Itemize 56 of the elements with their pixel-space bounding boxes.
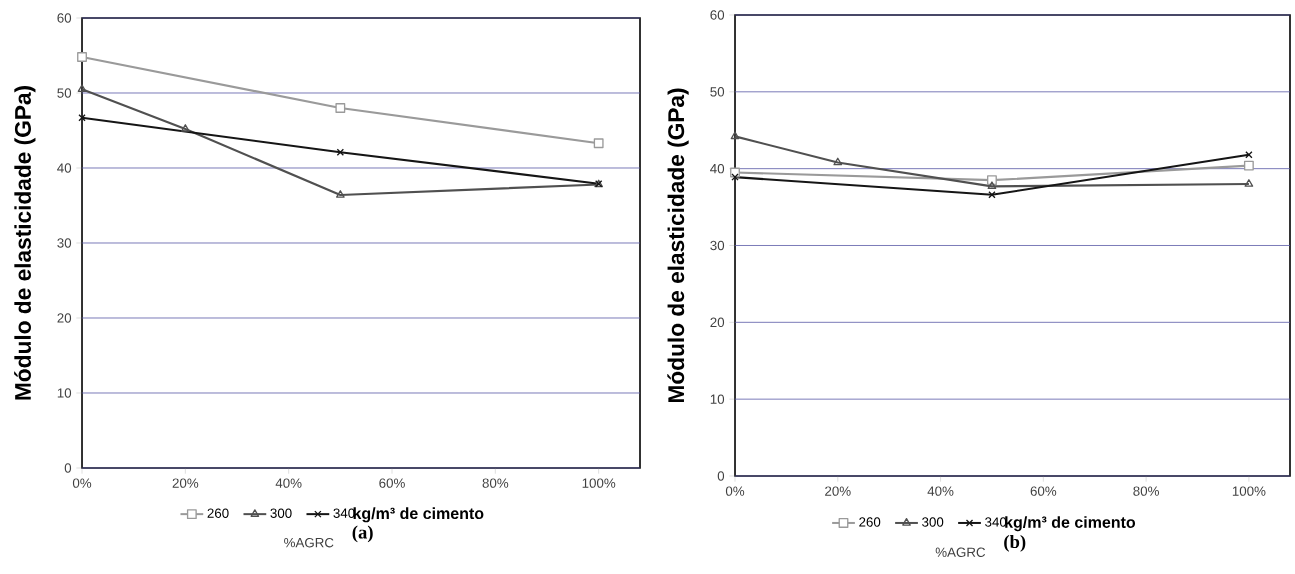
text: (a) <box>352 525 373 543</box>
legend-label: 260 <box>207 508 229 518</box>
y-tick-label: 60 <box>710 10 725 20</box>
x-tick-label: 0% <box>72 478 92 488</box>
x-tick-label: 80% <box>1133 486 1159 496</box>
point <box>336 148 345 156</box>
legend-title: kg/m³ de cimento <box>353 507 484 523</box>
point <box>1244 179 1254 187</box>
x-axis-title: %AGRC <box>935 547 986 557</box>
point <box>180 124 190 132</box>
y-tick-label: 40 <box>710 163 725 174</box>
point <box>988 191 996 199</box>
x-tick-label: 20% <box>172 478 199 488</box>
legend-label: 340 <box>985 517 1007 527</box>
x-tick-label: 40% <box>927 486 954 496</box>
y-tick-label: 10 <box>57 388 72 398</box>
point <box>77 52 87 62</box>
x-tick-label: 60% <box>379 478 405 488</box>
x-tick-label: 40% <box>275 478 302 488</box>
point <box>833 157 843 166</box>
x-tick-label: 100% <box>1232 486 1266 496</box>
point <box>731 173 739 181</box>
y-tick-label: 20 <box>57 313 72 323</box>
y-tick-label: 20 <box>710 317 725 328</box>
y-tick-label: 0 <box>64 463 72 473</box>
text: (b) <box>1004 534 1026 552</box>
point <box>77 84 87 93</box>
y-tick-label: 0 <box>717 471 725 481</box>
point <box>335 190 345 198</box>
point <box>1245 151 1253 159</box>
legend-label: 300 <box>922 517 944 527</box>
y-axis-title: Módulo de elasticidade (GPa) <box>667 88 689 403</box>
point <box>78 114 86 122</box>
legend-label: 300 <box>270 508 292 518</box>
y-tick-label: 50 <box>710 87 725 97</box>
x-tick-label: 0% <box>725 486 745 496</box>
y-tick-label: 30 <box>57 238 72 248</box>
y-tick-label: 30 <box>710 240 725 251</box>
y-tick-label: 10 <box>710 394 725 404</box>
x-tick-label: 100% <box>582 478 616 488</box>
x-tick-label: 60% <box>1030 486 1057 496</box>
point <box>593 138 604 149</box>
x-tick-label: 80% <box>482 478 509 488</box>
y-tick-label: 60 <box>57 13 72 23</box>
x-tick-label: 20% <box>825 486 851 496</box>
y-axis-title: Módulo de elasticidade (GPa) <box>14 86 36 400</box>
y-tick-label: 40 <box>57 163 72 173</box>
point <box>335 103 346 113</box>
legend-label: 340 <box>333 508 355 518</box>
point <box>1243 160 1254 171</box>
point <box>987 181 997 190</box>
legend-title: kg/m³ de cimento <box>1005 516 1136 532</box>
legend-label: 260 <box>859 517 881 527</box>
y-tick-label: 50 <box>57 88 72 98</box>
x-axis-title: %AGRC <box>284 537 334 548</box>
point <box>730 131 740 140</box>
